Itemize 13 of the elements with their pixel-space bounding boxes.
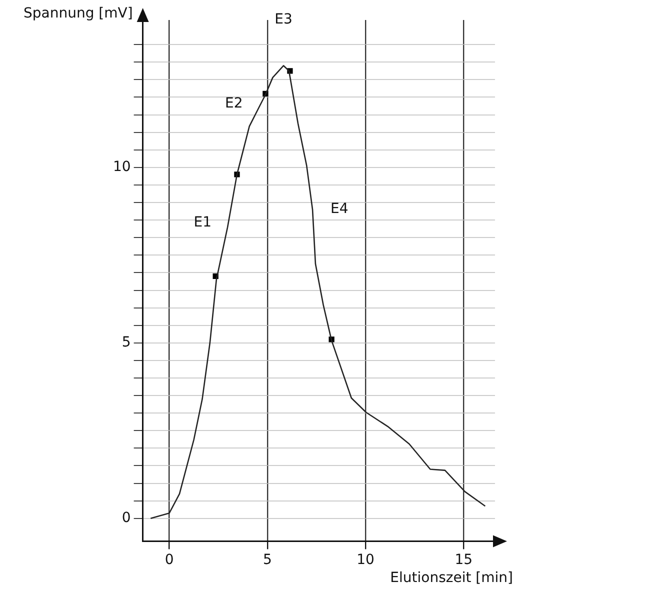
- annotation: E4: [330, 201, 348, 218]
- x-tick-label: 15: [454, 552, 473, 568]
- y-tick-label: 5: [122, 334, 131, 351]
- x-axis-title: Elutionszeit [min]: [390, 570, 513, 586]
- annotation: E3: [274, 11, 292, 28]
- annotation: E1: [194, 214, 212, 231]
- x-tick-label: 5: [262, 552, 272, 568]
- x-tick-label: 10: [356, 552, 374, 568]
- y-axis-title: Spannung [mV]: [23, 6, 133, 22]
- y-tick-label: 10: [112, 159, 131, 176]
- y-tick-label: 0: [122, 510, 131, 526]
- annotation: E2: [225, 95, 243, 112]
- x-tick-label: 0: [164, 552, 174, 568]
